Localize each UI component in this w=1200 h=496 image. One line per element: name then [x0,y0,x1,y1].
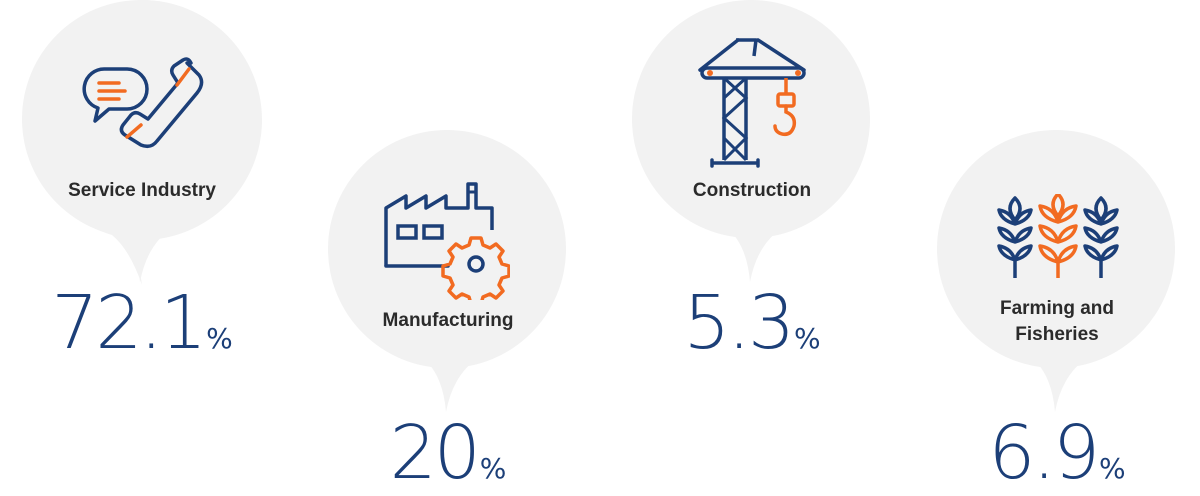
sector-value: 5.3% [632,280,872,366]
sector-label: Farming and Fisheries [999,298,1114,345]
sector-bubble [632,0,872,290]
value-unit: % [206,322,233,355]
sector-label: Manufacturing [382,310,514,331]
factory-gear-icon [384,182,510,300]
sector-bubble [937,130,1177,420]
value-unit: % [794,322,821,355]
sector-label: Service Industry [68,180,216,201]
sector-farming-fisheries: Farming and Fisheries 6.9% [937,130,1177,496]
value-number: 5.3 [683,280,795,366]
sector-service-industry: Service Industry 72.1% [22,0,262,485]
bubble-shape [22,0,262,285]
crane-icon [698,38,806,168]
phone-chat-icon [82,57,204,149]
sector-construction: Construction 5.3% [632,0,872,485]
sector-bubble [22,0,262,290]
sector-manufacturing: Manufacturing 20% [328,130,568,496]
sector-bubble [328,130,568,420]
bubble-shape [632,0,870,282]
wheat-icon [997,194,1119,278]
bubble-shape [937,130,1175,412]
value-number: 6.9 [988,410,1100,496]
sector-label: Construction [692,180,812,201]
value-unit: % [1099,452,1126,485]
bubble-shape [328,130,566,412]
value-number: 72.1 [51,280,207,366]
value-number: 20 [389,410,481,496]
value-unit: % [479,452,507,485]
sector-value: 6.9% [937,410,1177,496]
sector-value: 72.1% [22,280,262,366]
sector-value: 20% [328,410,568,496]
